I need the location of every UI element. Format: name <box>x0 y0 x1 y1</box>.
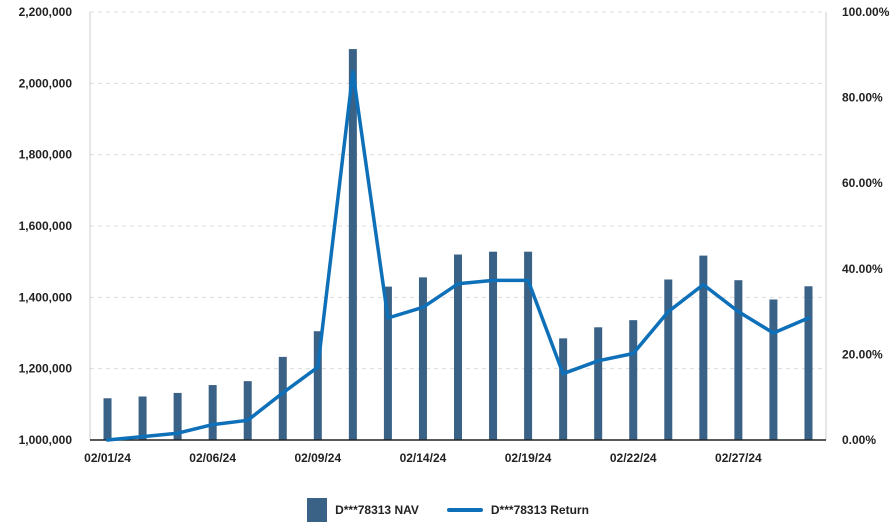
x-tick-label: 02/06/24 <box>189 451 236 465</box>
y-tick-label-right: 100.00% <box>842 5 890 19</box>
legend-swatch-return <box>447 508 483 512</box>
y-tick-label-left: 2,000,000 <box>19 76 73 90</box>
y-tick-label-left: 1,200,000 <box>19 362 73 376</box>
y-tick-label-right: 60.00% <box>842 176 883 190</box>
bar-nav <box>419 277 427 440</box>
legend-item-nav[interactable]: D***78313 NAV <box>307 498 419 522</box>
y-tick-label-right: 20.00% <box>842 347 883 361</box>
y-tick-label-left: 1,800,000 <box>19 148 73 162</box>
bar-nav <box>804 286 812 440</box>
bar-nav <box>279 357 287 440</box>
bar-nav <box>244 381 252 440</box>
legend-swatch-nav <box>307 498 327 522</box>
x-tick-label: 02/14/24 <box>400 451 447 465</box>
bar-nav <box>769 299 777 440</box>
y-tick-label-left: 1,600,000 <box>19 219 73 233</box>
y-tick-label-right: 40.00% <box>842 262 883 276</box>
x-tick-label: 02/22/24 <box>610 451 657 465</box>
x-tick-label: 02/27/24 <box>715 451 762 465</box>
chart: 1,000,000 1,200,000 1,400,000 1,600,000 1,80… <box>0 0 896 495</box>
x-tick-label: 02/19/24 <box>505 451 552 465</box>
legend-label-return: D***78313 Return <box>491 503 589 517</box>
bar-nav <box>104 398 112 440</box>
legend: D***78313 NAV D***78313 Return <box>0 498 896 522</box>
legend-label-nav: D***78313 NAV <box>335 503 419 517</box>
bar-nav <box>209 385 217 440</box>
legend-item-return[interactable]: D***78313 Return <box>447 503 589 517</box>
y-tick-label-left: 1,000,000 <box>19 433 73 447</box>
x-tick-label: 02/01/24 <box>84 451 131 465</box>
y-tick-label-right: 0.00% <box>842 433 876 447</box>
bar-nav <box>664 280 672 441</box>
bar-nav <box>559 338 567 440</box>
bar-nav <box>734 280 742 440</box>
y-tick-label-left: 1,400,000 <box>19 290 73 304</box>
y-tick-label-right: 80.00% <box>842 91 883 105</box>
bar-nav <box>629 320 637 440</box>
bar-nav <box>139 396 147 440</box>
x-tick-label: 02/09/24 <box>294 451 341 465</box>
bar-nav <box>594 327 602 440</box>
y-tick-label-left: 2,200,000 <box>19 5 73 19</box>
